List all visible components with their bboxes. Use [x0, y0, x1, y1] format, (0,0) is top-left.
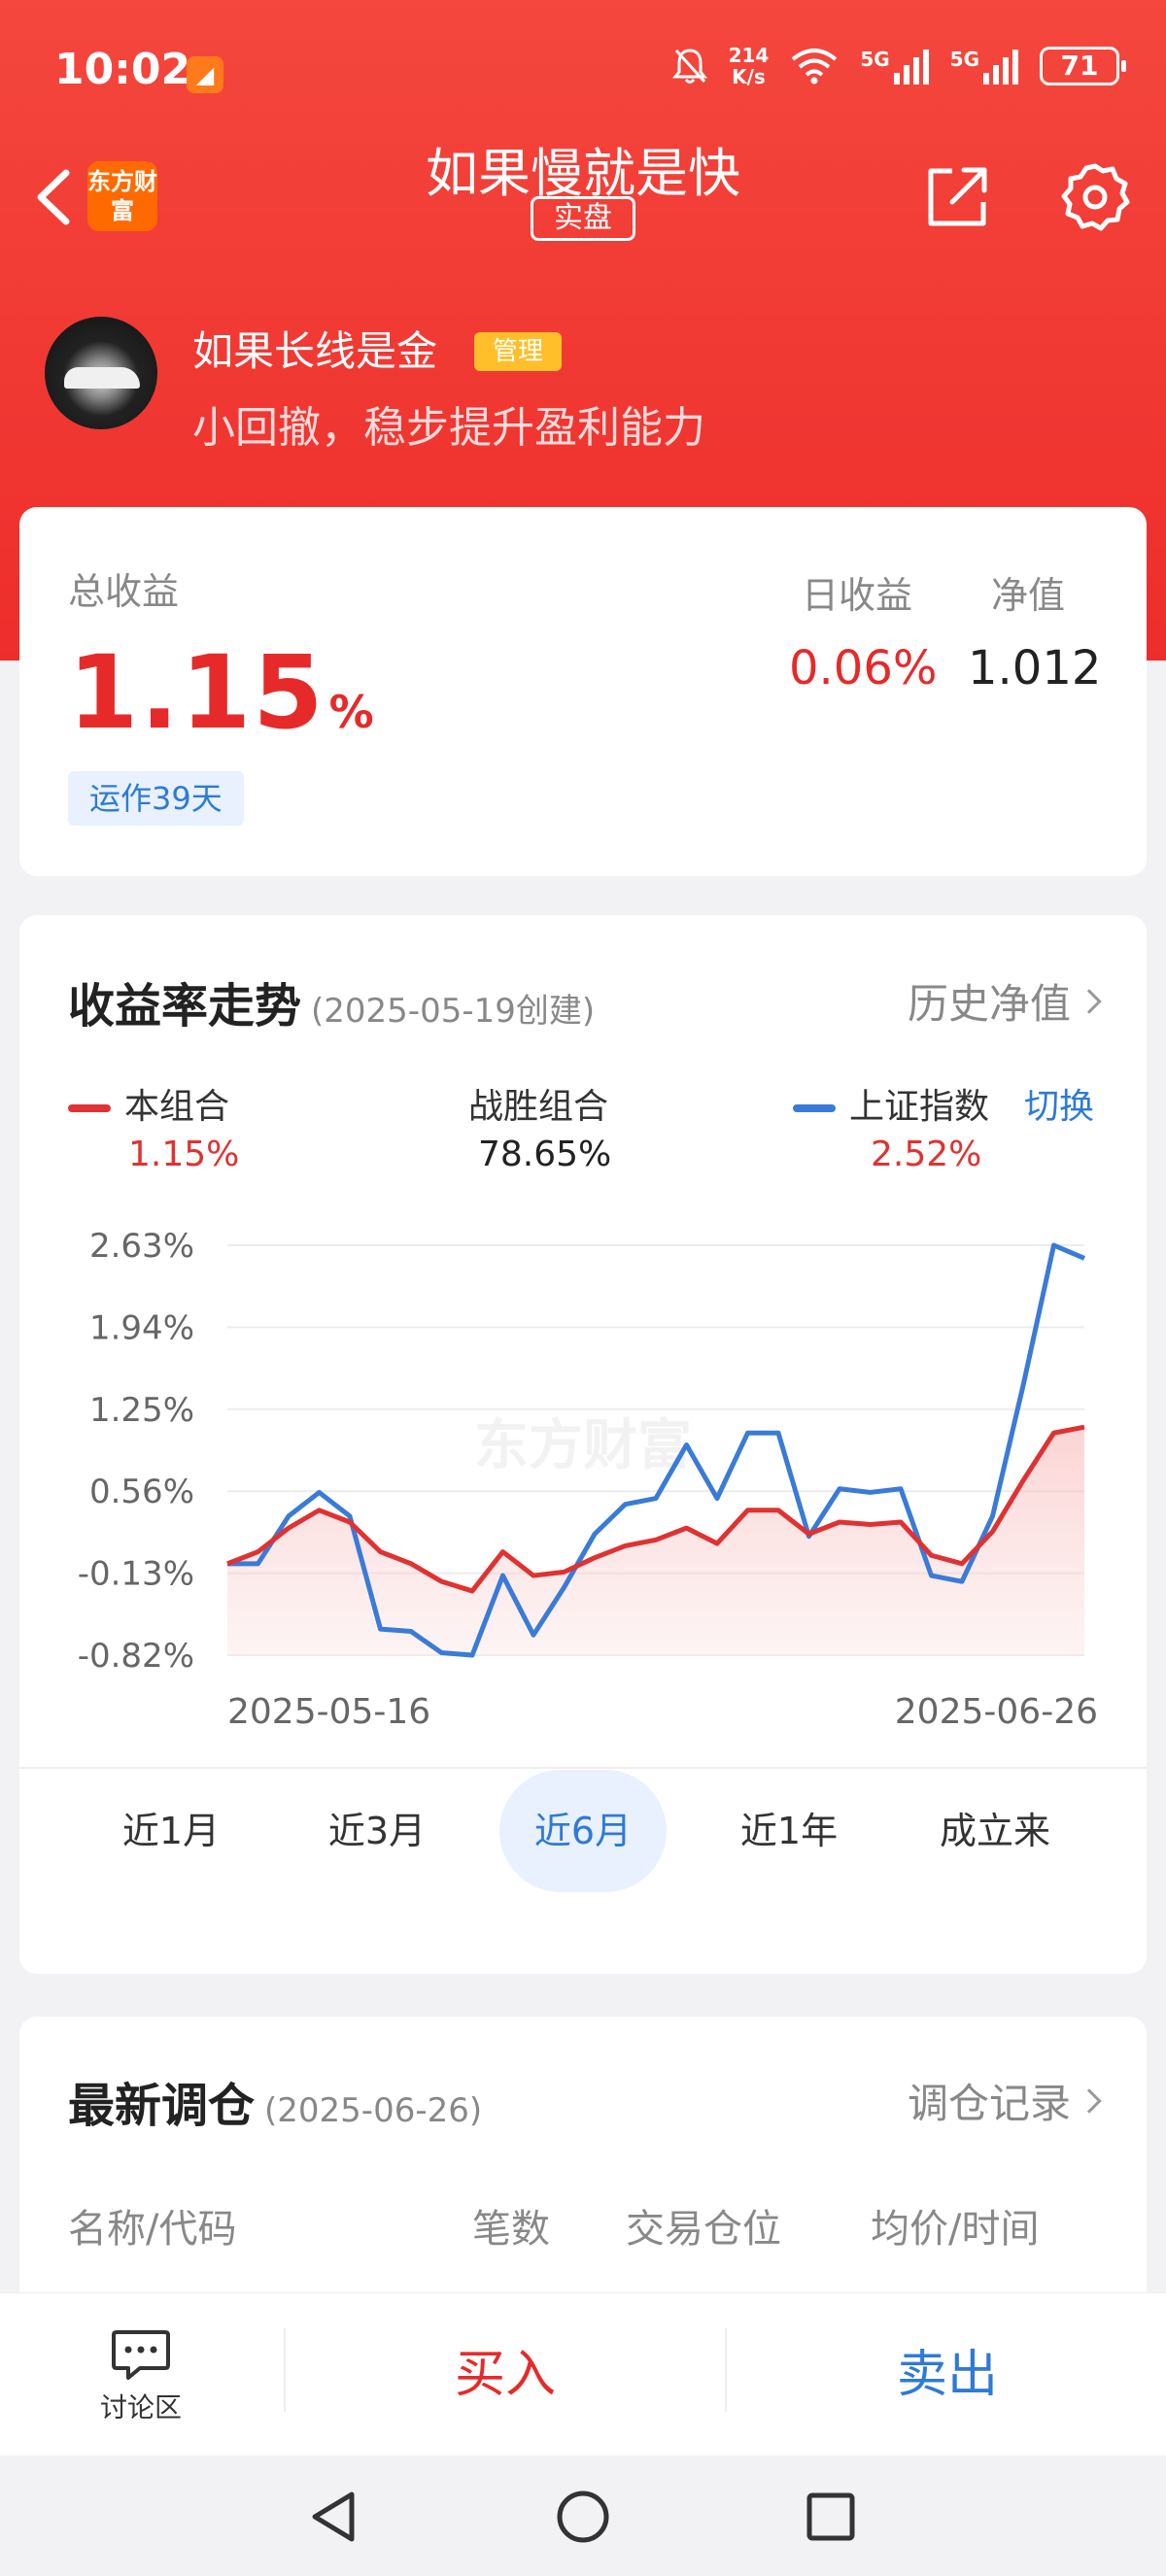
switch-index-link[interactable]: 切换	[1024, 1087, 1095, 1127]
col-count[interactable]: 笔数	[472, 2207, 550, 2252]
signal-bars-icon	[893, 48, 929, 85]
y-tick-label: 2.63%	[89, 1227, 194, 1266]
signal-bars-icon	[983, 48, 1018, 85]
signal-1: 5G	[860, 48, 929, 85]
chevron-right-icon	[1077, 2087, 1102, 2114]
y-tick-label: -0.13%	[78, 1555, 194, 1594]
y-tick-label: 1.25%	[89, 1391, 194, 1430]
buy-button[interactable]: 买入	[454, 2346, 556, 2404]
back-arrow-icon[interactable]	[27, 163, 82, 231]
real-account-badge: 实盘	[531, 196, 635, 241]
avatar[interactable]	[45, 317, 157, 429]
range-tab[interactable]: 近3月	[327, 1810, 427, 1852]
status-time: 10:02	[54, 45, 191, 94]
net-speed-value: 214	[728, 44, 770, 67]
runtime-badge: 运作39天	[68, 771, 244, 826]
legend-index-value: 2.52%	[871, 1135, 982, 1174]
series-line-index	[227, 1242, 1085, 1658]
owner-name[interactable]: 如果长线是金	[192, 327, 438, 375]
wifi-icon	[792, 49, 838, 85]
total-return-number: 1.15	[68, 633, 326, 752]
total-return-unit: %	[328, 686, 376, 738]
signal-2-label: 5G	[949, 48, 979, 71]
y-tick-label: 1.94%	[89, 1308, 194, 1347]
net-speed-unit: K/s	[732, 65, 766, 88]
share-icon[interactable]	[923, 161, 993, 231]
daily-return-value: 0.06%	[789, 641, 938, 695]
legend-portfolio-label: 本组合	[124, 1087, 230, 1127]
legend-line-blue	[793, 1104, 836, 1112]
rebalance-record-link[interactable]: 调仓记录	[907, 2071, 1102, 2130]
x-tick-label: 2025-05-16	[227, 1692, 430, 1732]
sell-button[interactable]: 卖出	[896, 2346, 998, 2404]
total-return-value: 1.15%	[68, 633, 376, 752]
nav-back-icon[interactable]	[301, 2483, 369, 2551]
range-tab[interactable]: 近1月	[121, 1810, 221, 1852]
divider	[725, 2328, 727, 2412]
bottom-action-bar: 讨论区 买入 卖出	[0, 2292, 1166, 2456]
legend-line-red	[68, 1104, 111, 1112]
legend-portfolio-value: 1.15%	[128, 1135, 240, 1174]
nav-home-icon[interactable]	[549, 2483, 617, 2551]
range-tab[interactable]: 近1年	[739, 1810, 839, 1852]
col-name-code[interactable]: 名称/代码	[68, 2207, 237, 2252]
trend-created-date: (2025-05-19创建)	[311, 992, 596, 1031]
legend-portfolio: 本组合	[68, 1078, 229, 1129]
discussion-button[interactable]: 讨论区	[58, 2328, 223, 2425]
net-value: 1.012	[968, 641, 1102, 695]
col-position[interactable]: 交易仓位	[626, 2207, 781, 2252]
col-price-time[interactable]: 均价/时间	[871, 2207, 1040, 2252]
system-navigation-bar	[0, 2456, 1166, 2576]
range-tabs: 近1月 近3月 近6月 近1年 成立来	[19, 1770, 1147, 1896]
legend-beat-value: 78.65%	[478, 1135, 612, 1174]
legend-beat-label: 战胜组合	[468, 1087, 609, 1127]
trend-card: 收益率走势 (2025-05-19创建) 历史净值 本组合 1.15% 战胜组合 …	[19, 915, 1147, 1974]
total-return-label: 总收益	[68, 570, 180, 613]
x-tick-label: 2025-06-26	[895, 1692, 1098, 1732]
mute-bell-icon	[671, 49, 707, 84]
net-value-label: 净值	[991, 574, 1066, 617]
trend-title: 收益率走势 (2025-05-19创建)	[68, 967, 595, 1035]
page-title: 如果慢就是快	[426, 143, 740, 204]
history-nav-link[interactable]: 历史净值	[907, 971, 1102, 1031]
signal-1-label: 5G	[860, 48, 890, 71]
y-tick-label: 0.56%	[89, 1473, 194, 1511]
signal-2: 5G	[950, 48, 1018, 85]
legend-index: 上证指数	[793, 1078, 989, 1129]
rebalance-title-text: 最新调仓	[68, 2079, 256, 2133]
trend-title-text: 收益率走势	[68, 979, 302, 1034]
y-tick-label: -0.82%	[78, 1637, 194, 1676]
discussion-label: 讨论区	[99, 2391, 182, 2423]
range-tab[interactable]: 成立来	[939, 1810, 1050, 1852]
status-bar: 10:02 ◢ 214 K/s 5G 5G 71	[0, 0, 1166, 146]
owner-motto: 小回撤，稳步提升盈利能力	[192, 403, 705, 453]
watermark-text: 东方财富	[474, 1414, 692, 1477]
status-indicators: 214 K/s 5G 5G 71	[671, 45, 1126, 87]
divider	[284, 2328, 286, 2412]
daily-return-label: 日收益	[802, 574, 913, 617]
nav-recents-icon[interactable]	[797, 2483, 865, 2551]
range-tab[interactable]: 近6月	[499, 1770, 667, 1892]
rebalance-date: (2025-06-26)	[264, 2091, 483, 2130]
notification-app-icon: ◢	[187, 56, 223, 93]
legend-index-label: 上证指数	[849, 1087, 990, 1127]
chat-bubble-icon	[112, 2330, 170, 2380]
gear-icon[interactable]	[1059, 161, 1131, 233]
rebalance-title: 最新调仓 (2025-06-26)	[68, 2067, 482, 2135]
net-speed: 214 K/s	[729, 45, 770, 87]
battery-icon: 71	[1040, 47, 1126, 85]
return-chart: 2.63% 1.94% 1.25% 0.56% -0.13% -0.82% 东方财富 20…	[19, 1227, 1147, 1769]
series-line-portfolio	[226, 1424, 1085, 1594]
brand-logo: 东方财富	[87, 161, 157, 231]
role-badge: 管理	[474, 332, 562, 371]
history-nav-label: 历史净值	[907, 980, 1071, 1028]
summary-card: 总收益 1.15% 日收益 净值 0.06% 1.012 运作39天	[19, 507, 1147, 876]
rebalance-record-label: 调仓记录	[907, 2080, 1071, 2127]
